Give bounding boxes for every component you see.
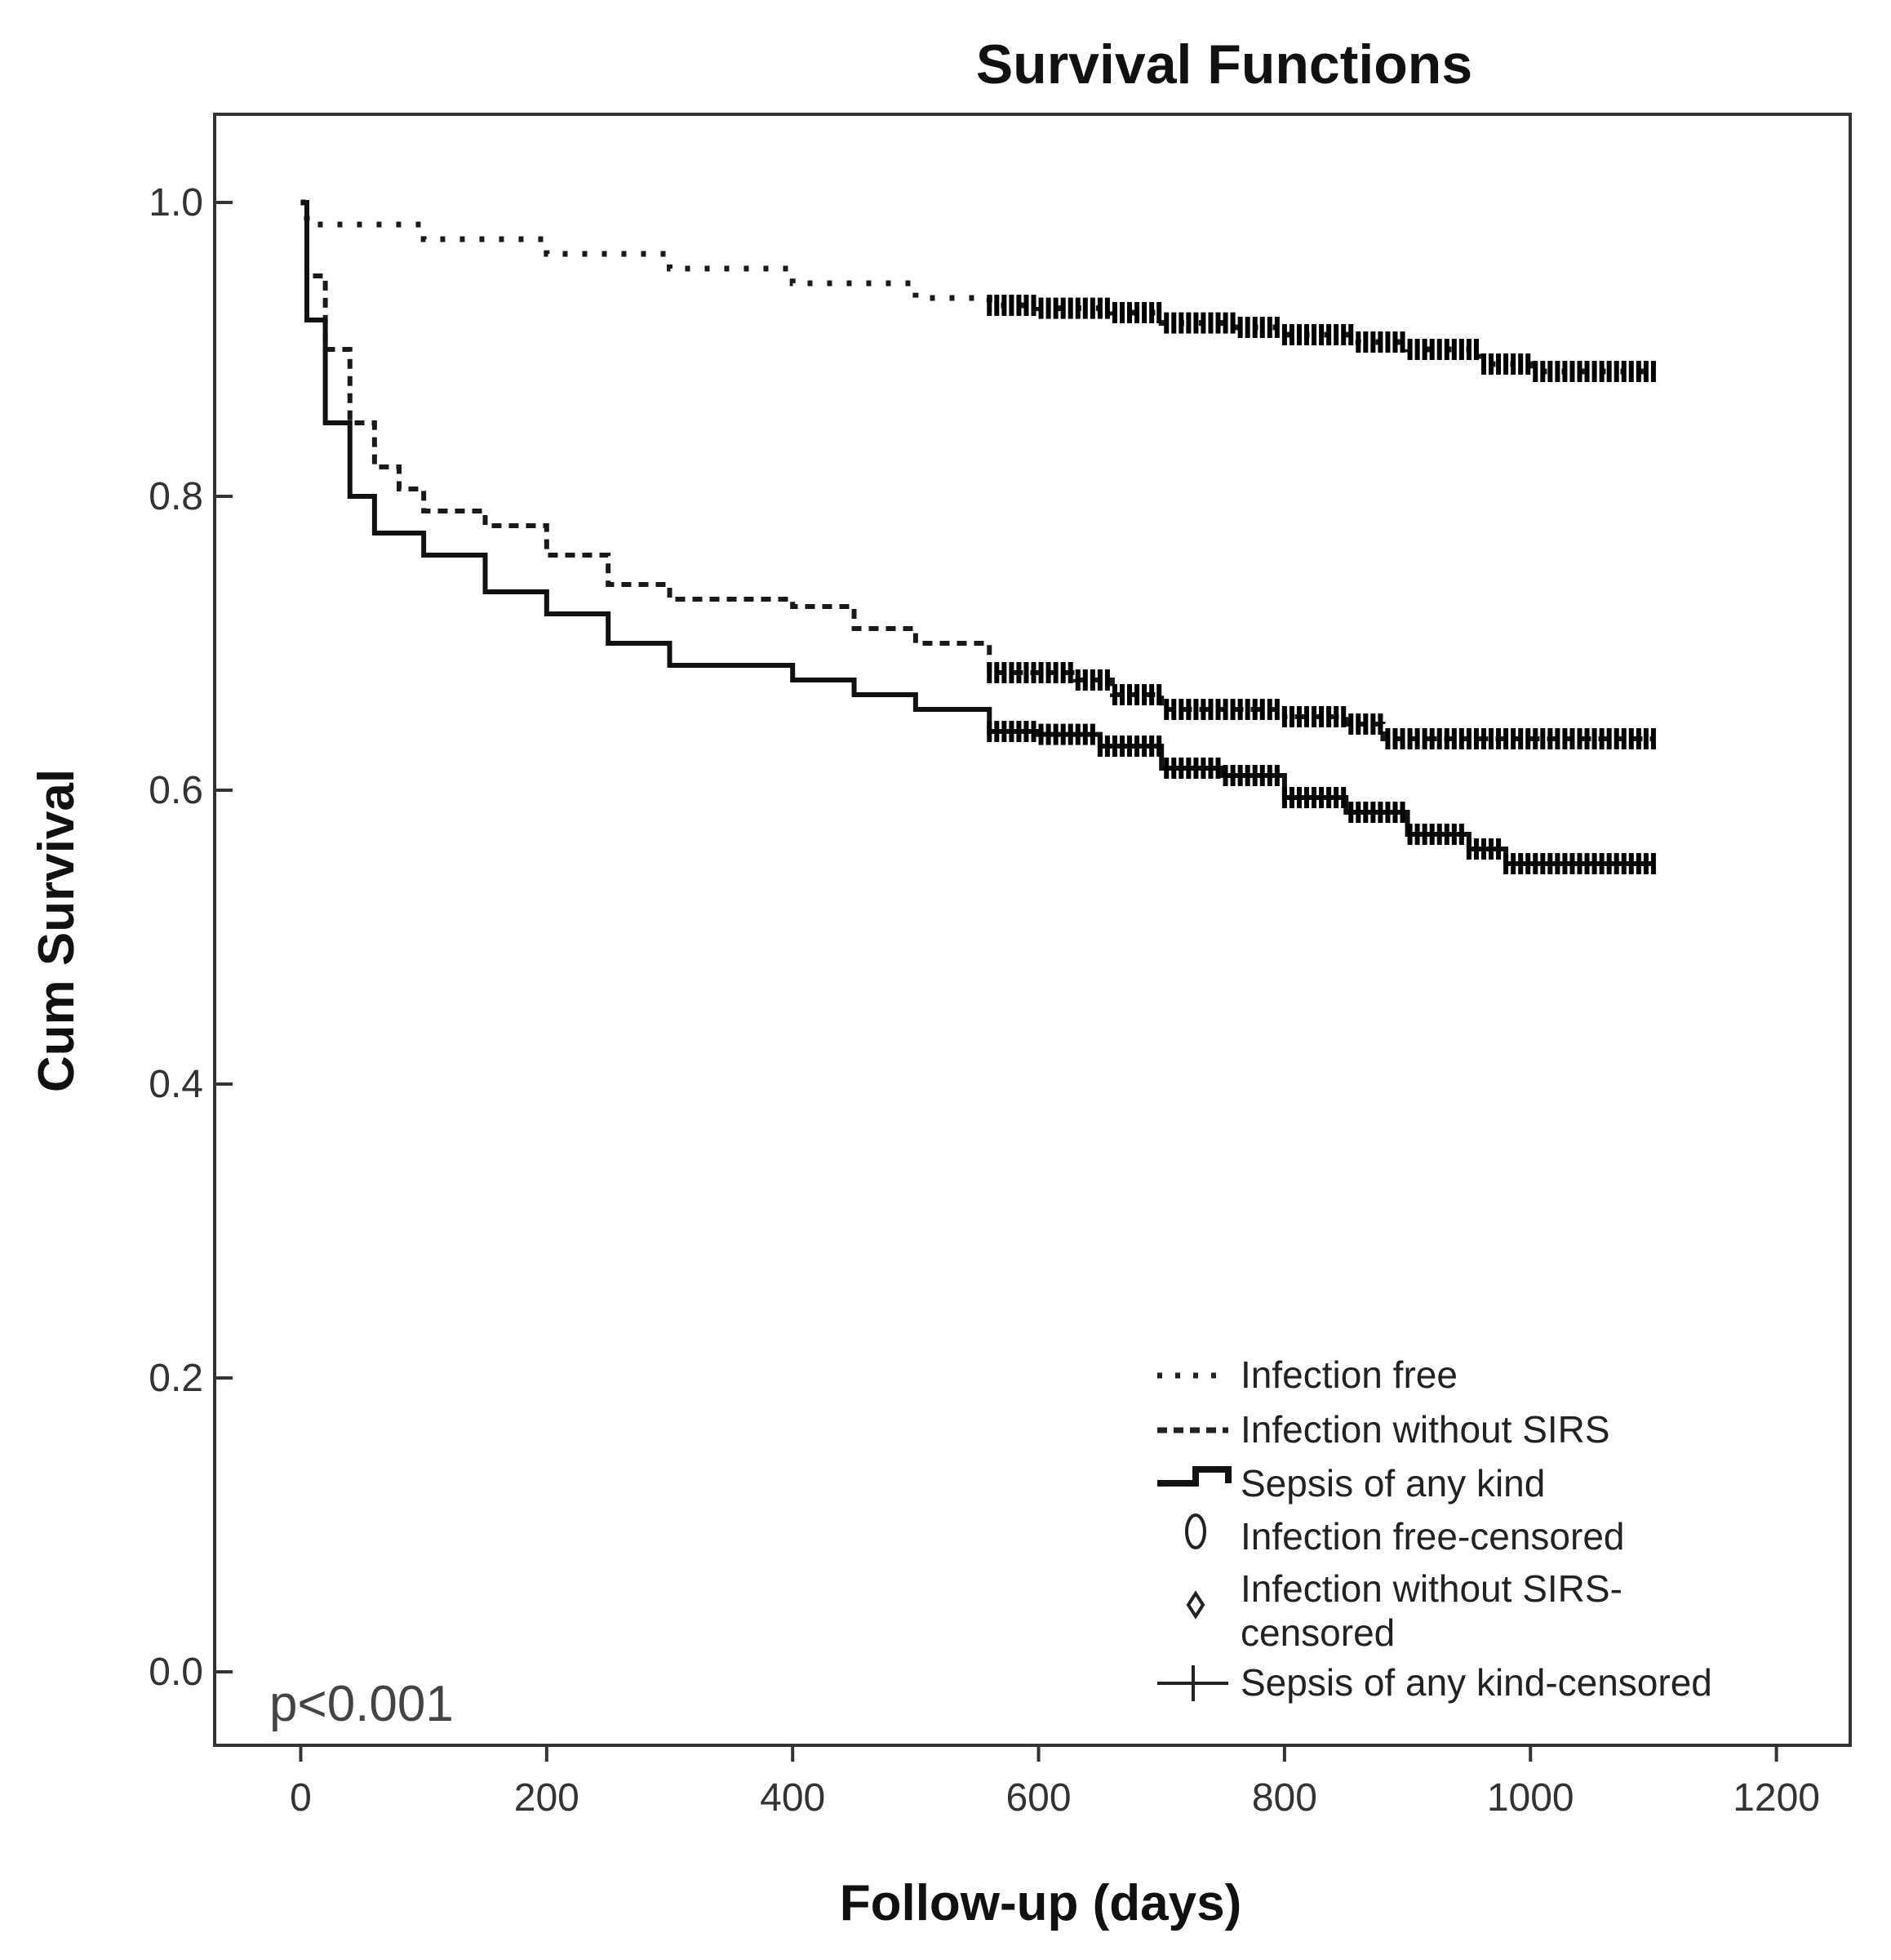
x-tick-label: 1000 — [1487, 1776, 1574, 1820]
x-tick-label: 200 — [514, 1776, 579, 1820]
legend-swatch-sepsis — [1157, 1466, 1232, 1487]
legend-item-infection-without-sirs-censored: Infection without SIRS- censored — [1186, 1567, 1622, 1654]
y-tick-label: 1.0 — [149, 181, 203, 224]
y-axis: 0.0 0.2 0.4 0.6 0.8 1.0 — [149, 181, 233, 1694]
y-tick-label: 0.6 — [149, 769, 203, 812]
x-tick-label: 1200 — [1733, 1776, 1820, 1820]
y-tick-label: 0.4 — [149, 1063, 203, 1106]
y-tick-label: 0.2 — [149, 1357, 203, 1400]
legend-label-sepsis-censored: Sepsis of any kind-censored — [1241, 1661, 1712, 1704]
legend-label-infection-without-sirs-censored-2: censored — [1241, 1611, 1395, 1654]
series-layer — [300, 199, 1656, 874]
x-tick-label: 800 — [1252, 1776, 1317, 1820]
x-axis-label: Follow-up (days) — [840, 1875, 1242, 1931]
plot-frame — [213, 113, 1852, 1747]
series-line-3 — [300, 200, 1654, 866]
censor-diamond-icon — [1186, 1590, 1205, 1620]
y-tick-label: 0.0 — [149, 1651, 203, 1694]
legend-label-infection-without-sirs: Infection without SIRS — [1241, 1408, 1610, 1451]
p-value-annotation: p<0.001 — [269, 1676, 454, 1732]
y-tick-label: 0.8 — [149, 475, 203, 518]
legend-label-sepsis: Sepsis of any kind — [1241, 1462, 1545, 1504]
x-tick-label: 0 — [290, 1776, 312, 1820]
y-axis-label: Cum Survival — [29, 769, 85, 1092]
x-tick-label: 600 — [1005, 1776, 1071, 1820]
legend-label-infection-without-sirs-censored-1: Infection without SIRS- — [1241, 1567, 1622, 1610]
x-axis: 0 200 400 600 800 1000 1200 — [290, 1745, 1820, 1820]
x-tick-label: 400 — [760, 1776, 825, 1820]
legend-item-infection-without-sirs: Infection without SIRS — [1157, 1408, 1610, 1451]
legend: Infection free Infection without SIRS Se… — [1157, 1353, 1712, 1704]
legend-item-infection-free-censored: Infection free-censored — [1185, 1513, 1625, 1558]
legend-item-sepsis: Sepsis of any kind — [1157, 1462, 1545, 1504]
legend-label-infection-free-censored: Infection free-censored — [1241, 1515, 1625, 1558]
censor-circle-icon — [1185, 1513, 1206, 1549]
legend-item-infection-free: Infection free — [1157, 1353, 1458, 1396]
chart-title: Survival Functions — [976, 33, 1472, 96]
legend-item-sepsis-censored: Sepsis of any kind-censored — [1157, 1661, 1712, 1704]
legend-label-infection-free: Infection free — [1241, 1353, 1458, 1396]
series-line-2 — [300, 200, 1654, 741]
